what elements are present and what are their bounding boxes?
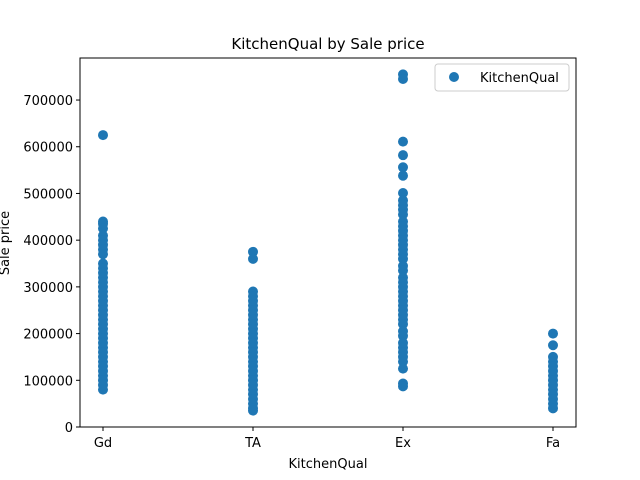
y-axis: 0 100000 200000 300000 400000 500000 600000 700… bbox=[23, 94, 80, 436]
y-tick-label: 700000 bbox=[23, 94, 73, 109]
x-tick-label-gd: Gd bbox=[94, 436, 112, 451]
data-point-ex bbox=[398, 363, 408, 374]
data-point-ex bbox=[398, 74, 408, 85]
data-point-ex bbox=[398, 136, 408, 147]
data-point-ex bbox=[398, 170, 408, 181]
y-tick-label: 0 bbox=[65, 421, 73, 436]
x-axis: Gd TA Ex Fa bbox=[94, 427, 560, 451]
legend-label: KitchenQual bbox=[480, 71, 559, 86]
legend-box bbox=[434, 63, 570, 92]
data-point-ex bbox=[398, 253, 408, 264]
legend: KitchenQual bbox=[434, 63, 570, 92]
data-point-gd bbox=[98, 223, 108, 234]
chart-title: KitchenQual by Sale price bbox=[231, 35, 424, 53]
y-tick-label: 600000 bbox=[23, 141, 73, 156]
x-tick-label-ta: TA bbox=[244, 436, 261, 451]
data-point-gd bbox=[98, 130, 108, 141]
legend-marker bbox=[449, 72, 459, 82]
data-point-ta bbox=[248, 253, 258, 264]
y-tick-label: 100000 bbox=[23, 374, 73, 389]
data-point-ex bbox=[398, 162, 408, 173]
data-point-ex bbox=[398, 319, 408, 330]
data-point-gd bbox=[98, 249, 108, 260]
data-point-ta bbox=[248, 405, 258, 416]
data-point-fa bbox=[548, 328, 558, 339]
x-axis-title: KitchenQual bbox=[289, 457, 368, 472]
data-point-ex bbox=[398, 356, 408, 367]
y-tick-label: 400000 bbox=[23, 234, 73, 249]
y-tick-label: 200000 bbox=[23, 328, 73, 343]
y-tick-label: 300000 bbox=[23, 281, 73, 296]
y-tick-label: 500000 bbox=[23, 187, 73, 202]
data-point-ex bbox=[398, 150, 408, 161]
data-point-ta bbox=[248, 246, 258, 257]
data-point-ex bbox=[398, 330, 408, 341]
data-point-ex bbox=[398, 265, 408, 276]
data-point-ex bbox=[398, 209, 408, 220]
data-point-gd bbox=[98, 384, 108, 395]
data-point-fa bbox=[548, 340, 558, 351]
scatter-points bbox=[98, 69, 558, 416]
plot-frame bbox=[79, 57, 577, 428]
x-tick-label-fa: Fa bbox=[546, 436, 560, 451]
y-axis-title: Sale price bbox=[0, 211, 13, 275]
data-point-ex bbox=[398, 187, 408, 198]
data-point-fa bbox=[548, 403, 558, 414]
x-tick-label-ex: Ex bbox=[395, 436, 411, 451]
data-point-ex bbox=[398, 381, 408, 392]
